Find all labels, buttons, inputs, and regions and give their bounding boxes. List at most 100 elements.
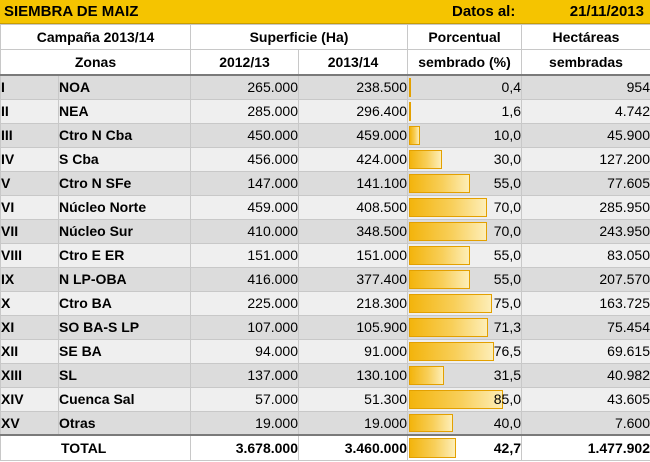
data-table: Campaña 2013/14 Superficie (Ha) Porcentu… (0, 24, 650, 461)
zone-name: N LP-OBA (58, 266, 191, 292)
table-row: VIII Ctro E ER 151.000 151.000 55,0 83.050 (0, 242, 650, 268)
pct-cell: 75,0 (407, 290, 522, 316)
hectares-sown: 77.605 (521, 170, 650, 196)
pct-bar (409, 149, 443, 169)
zone-name: Ctro E ER (58, 242, 191, 268)
table-row: III Ctro N Cba 450.000 459.000 10,0 45.900 (0, 122, 650, 148)
surface-2013: 296.400 (298, 98, 408, 124)
pct-value: 0,4 (501, 79, 521, 96)
pct-bar (409, 173, 471, 193)
hectares-sown: 69.615 (521, 338, 650, 364)
zone-number: VI (0, 194, 59, 220)
pct-value: 55,0 (493, 247, 521, 263)
surface-2013: 105.900 (298, 314, 408, 340)
hectares-sown: 45.900 (521, 122, 650, 148)
pct-cell: 70,0 (407, 194, 522, 220)
pct-cell: 76,5 (407, 338, 522, 364)
table-row: IX N LP-OBA 416.000 377.400 55,0 207.570 (0, 266, 650, 292)
surface-2013: 91.000 (298, 338, 408, 364)
pct-cell: 70,0 (407, 218, 522, 244)
total-2012: 3.678.000 (190, 434, 299, 461)
surface-2013: 377.400 (298, 266, 408, 292)
pct-cell: 31,5 (407, 362, 522, 388)
surface-2013: 218.300 (298, 290, 408, 316)
pct-value: 1,6 (501, 103, 521, 119)
pct-header-line1: Porcentual (407, 24, 522, 50)
pct-value: 30,0 (493, 151, 521, 167)
zone-name: Otras (58, 410, 191, 436)
pct-cell: 55,0 (407, 242, 522, 268)
pct-value: 40,0 (493, 414, 521, 431)
surface-2012: 107.000 (190, 314, 299, 340)
surface-2013: 19.000 (298, 410, 408, 436)
zone-number: V (0, 170, 59, 196)
zone-name: SE BA (58, 338, 191, 364)
pct-header-line2: sembrado (%) (407, 49, 522, 76)
pct-value: 76,5 (493, 343, 521, 359)
zone-number: II (0, 98, 59, 124)
surface-2012: 285.000 (190, 98, 299, 124)
zone-number: X (0, 290, 59, 316)
hectares-sown: 243.950 (521, 218, 650, 244)
surface-2012: 456.000 (190, 146, 299, 172)
table-body: I NOA 265.000 238.500 0,4 954 II NEA 285.000 296.… (0, 74, 650, 436)
surface-header: Superficie (Ha) (190, 24, 408, 50)
surface-2013: 51.300 (298, 386, 408, 412)
table-row: X Ctro BA 225.000 218.300 75,0 163.725 (0, 290, 650, 316)
pct-value: 75,0 (493, 295, 521, 311)
zone-name: Ctro N Cba (58, 122, 191, 148)
pct-bar (409, 197, 487, 217)
zone-name: NOA (58, 74, 191, 100)
surface-2012: 147.000 (190, 170, 299, 196)
pct-cell: 30,0 (407, 146, 522, 172)
table-row: XI SO BA-S LP 107.000 105.900 71,3 75.454 (0, 314, 650, 340)
zone-name: Cuenca Sal (58, 386, 191, 412)
date-label: Datos al: (452, 3, 516, 20)
zone-number: IV (0, 146, 59, 172)
pct-bar (409, 341, 494, 361)
surface-2012: 19.000 (190, 410, 299, 436)
pct-bar (409, 365, 444, 385)
surface-2012: 137.000 (190, 362, 299, 388)
pct-value: 70,0 (493, 223, 521, 239)
zone-number: III (0, 122, 59, 148)
total-label: TOTAL (0, 434, 191, 461)
pct-bar (409, 101, 411, 121)
table-row: IV S Cba 456.000 424.000 30,0 127.200 (0, 146, 650, 172)
zone-number: VIII (0, 242, 59, 268)
pct-cell: 85,0 (407, 386, 522, 412)
pct-cell: 55,0 (407, 266, 522, 292)
pct-cell: 71,3 (407, 314, 522, 340)
zone-name: Núcleo Sur (58, 218, 191, 244)
pct-value: 85,0 (493, 391, 521, 407)
pct-bar (409, 293, 493, 313)
pct-bar (409, 389, 504, 409)
pct-cell: 10,0 (407, 122, 522, 148)
total-ha: 1.477.902 (521, 434, 650, 461)
surface-2012: 416.000 (190, 266, 299, 292)
table-row: XII SE BA 94.000 91.000 76,5 69.615 (0, 338, 650, 364)
ha-header-line1: Hectáreas (521, 24, 650, 50)
surface-2012: 225.000 (190, 290, 299, 316)
pct-bar (409, 438, 457, 458)
table-row: II NEA 285.000 296.400 1,6 4.742 (0, 98, 650, 124)
zone-number: XIV (0, 386, 59, 412)
zone-number: XII (0, 338, 59, 364)
pct-cell: 0,4 (407, 74, 522, 100)
surface-2012: 410.000 (190, 218, 299, 244)
pct-value: 10,0 (493, 127, 521, 143)
table-row: VII Núcleo Sur 410.000 348.500 70,0 243.950 (0, 218, 650, 244)
pct-cell: 55,0 (407, 170, 522, 196)
surface-2013: 141.100 (298, 170, 408, 196)
table-row: VI Núcleo Norte 459.000 408.500 70,0 285.950 (0, 194, 650, 220)
zone-name: SL (58, 362, 191, 388)
surface-2012: 459.000 (190, 194, 299, 220)
pct-value: 71,3 (493, 319, 521, 335)
zone-number: VII (0, 218, 59, 244)
zone-number: IX (0, 266, 59, 292)
zones-header: Zonas (0, 49, 191, 76)
zone-name: Núcleo Norte (58, 194, 191, 220)
surface-2012: 265.000 (190, 74, 299, 100)
surface-2013: 348.500 (298, 218, 408, 244)
table-row: XV Otras 19.000 19.000 40,0 7.600 (0, 410, 650, 436)
